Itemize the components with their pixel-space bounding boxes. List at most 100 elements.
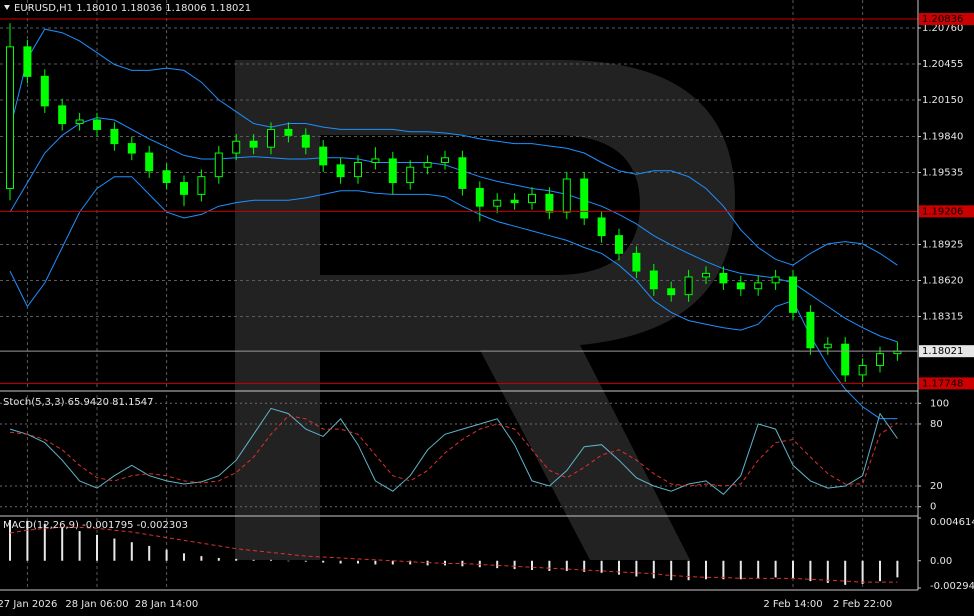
y-tick-label: 1.18925: [922, 240, 963, 251]
y-tick-label: 100: [930, 398, 949, 409]
macd-bar: [826, 560, 829, 583]
macd-bar: [322, 560, 325, 563]
price-level-label: 1.20836: [922, 14, 963, 25]
y-tick-label: 0.00: [930, 556, 952, 567]
macd-bar: [96, 534, 98, 561]
macd-bar: [9, 519, 11, 561]
y-tick-label: 1.20150: [922, 95, 963, 106]
x-tick-label: 28 Jan 14:00: [135, 599, 198, 610]
candle-body: [214, 152, 223, 178]
macd-bar: [357, 560, 359, 564]
macd-title: MACD(12,26,9) -0.001795 -0.002303: [3, 520, 188, 531]
macd-bar: [287, 560, 290, 562]
price-level-box: [919, 12, 974, 25]
candle-body: [267, 128, 275, 148]
macd-bar: [183, 553, 185, 561]
candle-body: [562, 178, 571, 213]
macd-bar: [200, 556, 203, 561]
y-tick-label: 1.18315: [922, 311, 963, 322]
candle-body: [6, 46, 14, 189]
candle-body: [458, 157, 467, 189]
candle-body: [719, 272, 728, 284]
candle-body: [806, 311, 815, 349]
y-tick-label: 1.18620: [922, 275, 963, 286]
macd-bar: [618, 560, 620, 575]
candle-body: [684, 276, 693, 296]
candle-body: [649, 270, 658, 290]
candle-body: [615, 235, 623, 254]
candle-body: [493, 199, 502, 207]
y-tick-label: 20: [930, 481, 943, 492]
y-tick-label: 0: [930, 502, 936, 513]
candle-body: [528, 193, 536, 204]
macd-bar: [670, 560, 673, 581]
bollinger-band: [9, 117, 898, 343]
macd-bar: [774, 560, 777, 578]
candle-body: [162, 170, 171, 184]
candle-body: [841, 343, 850, 376]
candle-body: [249, 140, 258, 148]
macd-bar: [879, 560, 881, 582]
oscillator-line: [9, 407, 898, 495]
menu-triangle: [4, 5, 10, 10]
price-level-label: 1.17748: [922, 378, 963, 389]
macd-bar: [235, 558, 238, 561]
candle-body: [371, 158, 380, 163]
macd-bar: [304, 560, 307, 562]
candle-body: [597, 217, 606, 237]
candle-body: [145, 152, 154, 172]
y-tick-label: 80: [930, 419, 943, 430]
candle-body: [580, 178, 589, 219]
y-tick-label: 1.20455: [922, 59, 963, 70]
candle-body: [475, 187, 484, 207]
signal-line: [9, 526, 898, 583]
macd-bar: [409, 560, 412, 565]
y-tick-label: 1.19840: [922, 132, 963, 143]
macd-bar: [43, 523, 46, 561]
macd-bar: [130, 542, 133, 561]
candle-body: [736, 282, 745, 290]
macd-bar: [565, 560, 568, 571]
candle-body: [667, 288, 676, 296]
candle-body: [301, 134, 310, 148]
macd-bar: [548, 560, 551, 571]
watermark-logo: [235, 60, 735, 560]
main-title: EURUSD,H1 1.18010 1.18036 1.18006 1.1802…: [14, 3, 251, 14]
macd-bar: [61, 527, 64, 561]
current-price-box: [919, 345, 974, 358]
macd-bar: [374, 560, 377, 565]
candle-body: [58, 105, 67, 125]
stoch-title: Stoch(5,3,3) 65.9420 81.1547: [3, 397, 154, 408]
candle-body: [197, 176, 206, 195]
macd-bar: [478, 560, 481, 568]
candle-body: [876, 353, 884, 366]
candle-body: [23, 46, 32, 77]
macd-bar: [26, 520, 29, 561]
macd-bar: [583, 560, 586, 572]
candle-body: [180, 182, 188, 195]
bollinger-band: [9, 176, 898, 420]
candle-body: [423, 161, 432, 168]
macd-bar: [861, 560, 864, 584]
macd-bar: [600, 560, 603, 573]
current-price-label: 1.18021: [922, 346, 963, 357]
macd-bar: [635, 560, 638, 577]
watermark: [235, 60, 735, 560]
candle-body: [823, 343, 832, 349]
price-level-label: 1.19206: [922, 206, 963, 217]
macd-bar: [252, 559, 255, 561]
macd-bar: [217, 557, 220, 561]
price-level-box: [919, 377, 974, 390]
macd-bar: [461, 560, 464, 567]
macd-bar: [844, 560, 847, 585]
candle-body: [406, 166, 415, 184]
candle-body: [319, 146, 328, 166]
bollinger-band: [9, 28, 898, 266]
candle-body: [336, 164, 345, 178]
candle-body: [110, 128, 119, 145]
oscillator-line: [9, 415, 898, 487]
macd-bar: [391, 560, 394, 565]
candle-body: [127, 143, 136, 154]
